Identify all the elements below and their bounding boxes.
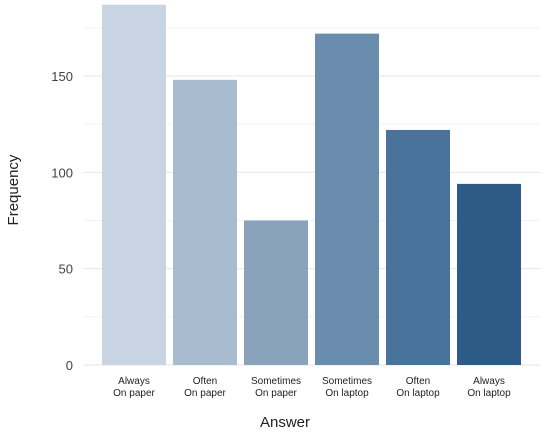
x-tick-label: Always On paper [113, 376, 155, 399]
x-tick-label: Often On laptop [396, 376, 440, 399]
y-tick-label: 0 [66, 358, 73, 373]
x-tick-labels: Always On paper Often On paper Sometimes On p… [113, 376, 511, 399]
bar [457, 183, 521, 365]
bar [244, 220, 308, 365]
bar [173, 79, 237, 365]
y-axis-title: Frequency [5, 154, 22, 225]
x-tick-label: Sometimes On laptop [322, 376, 372, 399]
y-tick-label: 150 [51, 69, 73, 84]
bar [315, 33, 379, 365]
bars [102, 4, 521, 366]
y-tick-labels: 0 50 100 150 [51, 69, 73, 373]
x-tick-label: Sometimes On paper [251, 376, 301, 399]
bar [102, 4, 166, 366]
x-tick-label: Often On paper [184, 376, 226, 399]
y-tick-label: 50 [59, 262, 73, 277]
x-tick-label: Always On laptop [467, 376, 511, 399]
x-axis-title: Answer [260, 414, 310, 431]
y-tick-label: 100 [51, 165, 73, 180]
bar [386, 129, 450, 365]
